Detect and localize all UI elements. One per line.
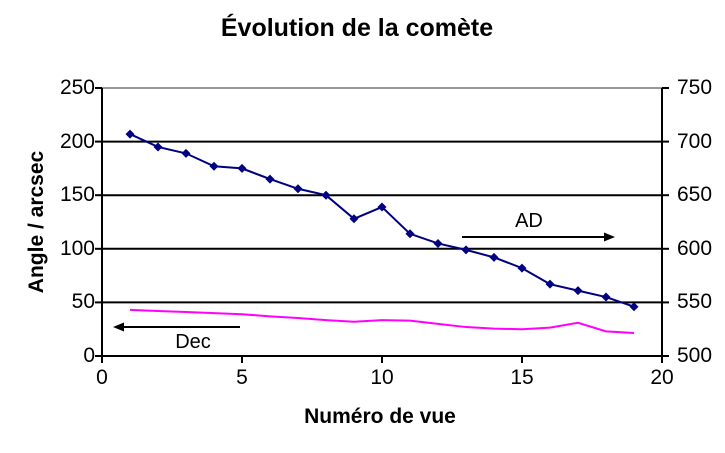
ad-series-marker bbox=[209, 161, 219, 171]
x-axis-tick-label: 15 bbox=[510, 366, 534, 389]
ad-series-marker bbox=[573, 286, 583, 296]
dec-annotation-arrow-head bbox=[113, 322, 124, 332]
ad-series-marker bbox=[601, 292, 611, 302]
chart-title: Évolution de la comète bbox=[220, 14, 494, 42]
dec-series-line bbox=[129, 308, 635, 334]
right-axis-tick-label: 700 bbox=[677, 130, 713, 153]
left-axis-tick-label: 0 bbox=[83, 344, 95, 367]
ad-series-marker bbox=[629, 302, 639, 312]
x-axis-tick-label: 0 bbox=[96, 366, 108, 389]
ad-series-marker bbox=[517, 263, 527, 273]
ad-series-marker bbox=[461, 245, 471, 255]
x-axis-tick-label: 5 bbox=[236, 366, 248, 389]
ad-series-marker bbox=[405, 229, 415, 239]
x-axis-tick-label: 20 bbox=[650, 366, 674, 389]
ad-series-marker bbox=[153, 142, 163, 152]
left-axis-tick-label: 100 bbox=[59, 237, 95, 260]
right-axis-tick-label: 750 bbox=[677, 76, 713, 99]
ad-series-annotation-label: AD bbox=[515, 210, 543, 232]
ad-series-marker bbox=[321, 190, 331, 200]
y-axis-title: Angle / arcsec bbox=[25, 150, 48, 294]
left-axis-tick-label: 200 bbox=[59, 130, 95, 153]
ad-annotation-arrow-head bbox=[604, 232, 615, 242]
ad-series-marker bbox=[237, 163, 247, 173]
left-axis-tick-label: 50 bbox=[71, 290, 95, 313]
ad-series-marker bbox=[125, 129, 135, 139]
x-axis-title: Numéro de vue bbox=[304, 405, 456, 428]
ad-series-marker bbox=[377, 202, 387, 212]
ad-series-marker bbox=[349, 214, 359, 224]
left-axis-tick-label: 150 bbox=[59, 183, 95, 206]
x-axis-tick-label: 10 bbox=[370, 366, 394, 389]
ad-series-marker bbox=[181, 148, 191, 158]
right-axis-tick-label: 500 bbox=[677, 344, 713, 367]
dec-series-annotation-label: Dec bbox=[175, 331, 211, 353]
ad-series-marker bbox=[293, 184, 303, 194]
ad-series-marker bbox=[265, 174, 275, 184]
left-axis-tick-label: 250 bbox=[59, 76, 95, 99]
right-axis-tick-label: 600 bbox=[677, 237, 713, 260]
ad-series-marker bbox=[433, 238, 443, 248]
ad-series-marker bbox=[489, 252, 499, 262]
right-axis-tick-label: 650 bbox=[677, 183, 713, 206]
right-axis-tick-label: 550 bbox=[677, 290, 713, 313]
ad-series-marker bbox=[545, 279, 555, 289]
